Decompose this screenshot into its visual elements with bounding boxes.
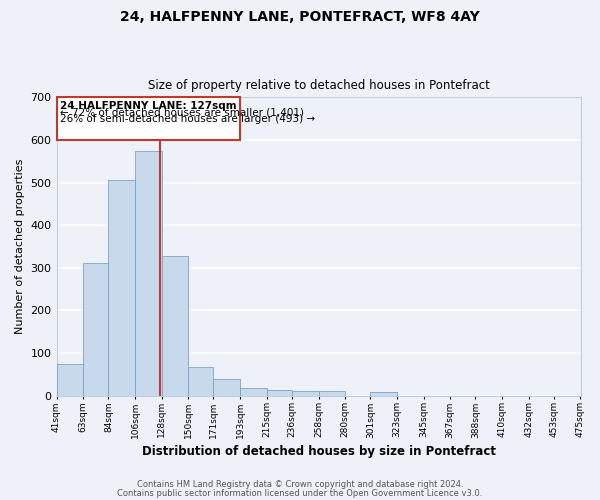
Bar (292, 392, 319, 396)
X-axis label: Distribution of detached houses by size in Pontefract: Distribution of detached houses by size … (142, 444, 496, 458)
Bar (135, 150, 161, 396)
Y-axis label: Number of detached properties: Number of detached properties (15, 159, 25, 334)
Bar (240, 388, 266, 396)
Bar (161, 256, 188, 396)
Text: 26% of semi-detached houses are larger (493) →: 26% of semi-detached houses are larger (… (60, 114, 315, 124)
Bar (188, 367, 214, 396)
Bar (266, 390, 292, 396)
Bar (83, 262, 109, 396)
Title: Size of property relative to detached houses in Pontefract: Size of property relative to detached ho… (148, 79, 490, 92)
Text: 24, HALFPENNY LANE, PONTEFRACT, WF8 4AY: 24, HALFPENNY LANE, PONTEFRACT, WF8 4AY (120, 10, 480, 24)
Bar (214, 378, 240, 396)
Text: ← 72% of detached houses are smaller (1,401): ← 72% of detached houses are smaller (1,… (60, 107, 304, 117)
Bar (56, 98, 240, 140)
Bar (370, 392, 397, 396)
Text: Contains public sector information licensed under the Open Government Licence v3: Contains public sector information licen… (118, 488, 482, 498)
Bar (319, 392, 345, 396)
Bar (109, 180, 135, 396)
Text: Contains HM Land Registry data © Crown copyright and database right 2024.: Contains HM Land Registry data © Crown c… (137, 480, 463, 489)
Bar (56, 364, 83, 396)
Text: 24 HALFPENNY LANE: 127sqm: 24 HALFPENNY LANE: 127sqm (60, 100, 236, 110)
